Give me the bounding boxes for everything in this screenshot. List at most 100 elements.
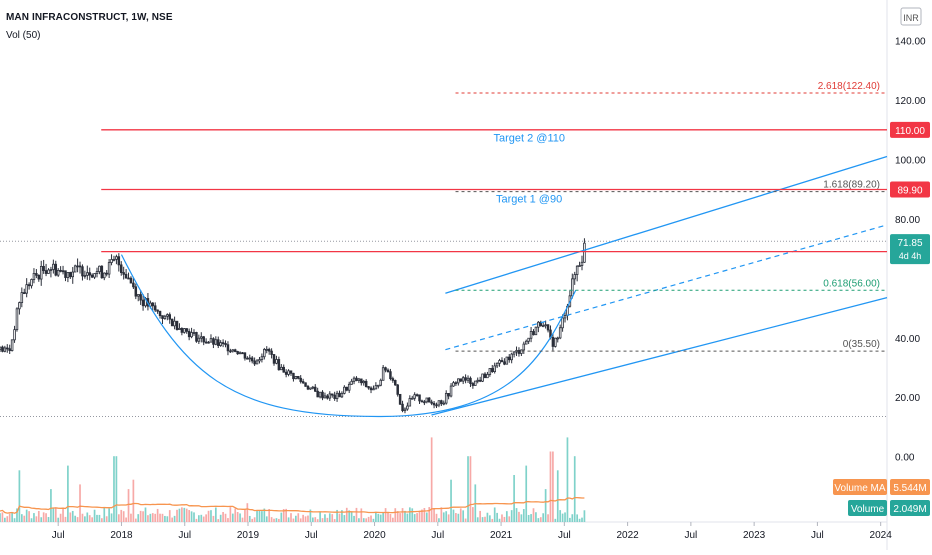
volume-bar [525, 465, 528, 522]
candle-body [374, 385, 378, 390]
volume-bar [50, 489, 52, 522]
volume-bar [307, 515, 309, 522]
current-price-label: 71.85 [897, 238, 922, 249]
volume-bar [42, 512, 45, 522]
candle-body [170, 318, 174, 327]
volume-bar [297, 513, 300, 522]
volume-bar [442, 512, 445, 522]
candle-body [558, 327, 562, 339]
volume-bar [518, 511, 520, 522]
volume-bar [280, 512, 283, 522]
volume-bar [581, 517, 583, 522]
volume-bar [122, 511, 125, 522]
candle-body [183, 328, 186, 333]
volume-bar [345, 507, 348, 522]
volume-bar [319, 511, 321, 522]
candle-body [178, 328, 181, 330]
volume-bar [379, 514, 382, 522]
volume-bar [214, 507, 217, 522]
volume-bar [282, 509, 285, 522]
fib-level-label: 2.618(122.40) [818, 81, 880, 92]
volume-bar [52, 507, 55, 522]
volume-bar [455, 513, 457, 522]
candle-body [357, 378, 361, 381]
candle-body [563, 315, 567, 319]
candle-body [447, 393, 450, 397]
candle-body [459, 378, 463, 382]
candle-body [508, 356, 511, 361]
volume-bar [341, 510, 343, 522]
volume-bar [372, 518, 375, 522]
candle-body [471, 383, 475, 386]
candle-body [20, 292, 24, 304]
candle-body [534, 326, 538, 336]
candle-body [335, 392, 339, 399]
volume-bar [338, 513, 341, 522]
candle-body [284, 371, 288, 375]
candle-body [44, 270, 48, 274]
candle-body [253, 360, 256, 365]
volume-bar [394, 508, 397, 522]
current-price-bg [890, 234, 930, 265]
candle-body [56, 269, 60, 276]
volume-bar [440, 507, 443, 522]
y-tick-label: 140.00 [895, 37, 926, 48]
x-tick-label: 2021 [490, 530, 513, 541]
candle-body [418, 394, 421, 402]
candle-body [420, 400, 424, 403]
channel-mid [445, 224, 888, 351]
indicator-label: Vol (50) [6, 30, 41, 41]
volume-tag: Volume 2.049M [848, 500, 930, 516]
candle-body [493, 365, 496, 373]
candle-body [328, 393, 332, 399]
volume-bar [110, 513, 113, 522]
candle-body [321, 391, 324, 399]
volume-bar [481, 517, 484, 522]
volume-bar [275, 518, 278, 522]
candle-body [275, 359, 278, 364]
candle-body [134, 286, 138, 297]
volume-bar [202, 516, 205, 522]
candle-body [551, 336, 555, 347]
candle-body [554, 337, 557, 347]
candle-body [369, 387, 373, 391]
volume-bar [229, 507, 232, 522]
volume-bar [30, 518, 33, 522]
candle-body [52, 263, 55, 270]
volume-ma-line [0, 496, 585, 514]
candle-body [544, 324, 547, 327]
volume-bar [358, 518, 360, 522]
candle-body [195, 332, 198, 342]
candle-body [105, 272, 108, 275]
volume-bar [156, 508, 159, 522]
volume-bar [365, 518, 368, 522]
volume-bar [459, 508, 462, 522]
volume-bar [569, 517, 571, 522]
volume-bar [513, 475, 515, 522]
volume-bar [556, 470, 559, 522]
volume-bar [176, 509, 178, 522]
volume-bar [96, 514, 98, 522]
volume-bar [406, 513, 409, 522]
volume-bar [290, 513, 292, 522]
volume-bar [130, 513, 132, 522]
candle-body [280, 366, 283, 371]
x-tick-label: Jul [52, 530, 65, 541]
candle-body [306, 385, 310, 390]
volume-bar [377, 513, 380, 522]
volume-bar [362, 518, 365, 522]
volume-bar [178, 508, 181, 522]
volume-bar [370, 515, 372, 522]
candle-body [503, 361, 506, 365]
y-tick-label: 20.00 [895, 393, 920, 404]
price-tag: 89.90 [890, 181, 930, 198]
candle-body [153, 305, 157, 311]
candle-body [464, 377, 467, 381]
volume-bar [120, 509, 123, 522]
candle-body [127, 277, 130, 280]
x-tick-label: Jul [684, 530, 697, 541]
candle-body [86, 272, 89, 276]
candle-body [129, 277, 133, 284]
